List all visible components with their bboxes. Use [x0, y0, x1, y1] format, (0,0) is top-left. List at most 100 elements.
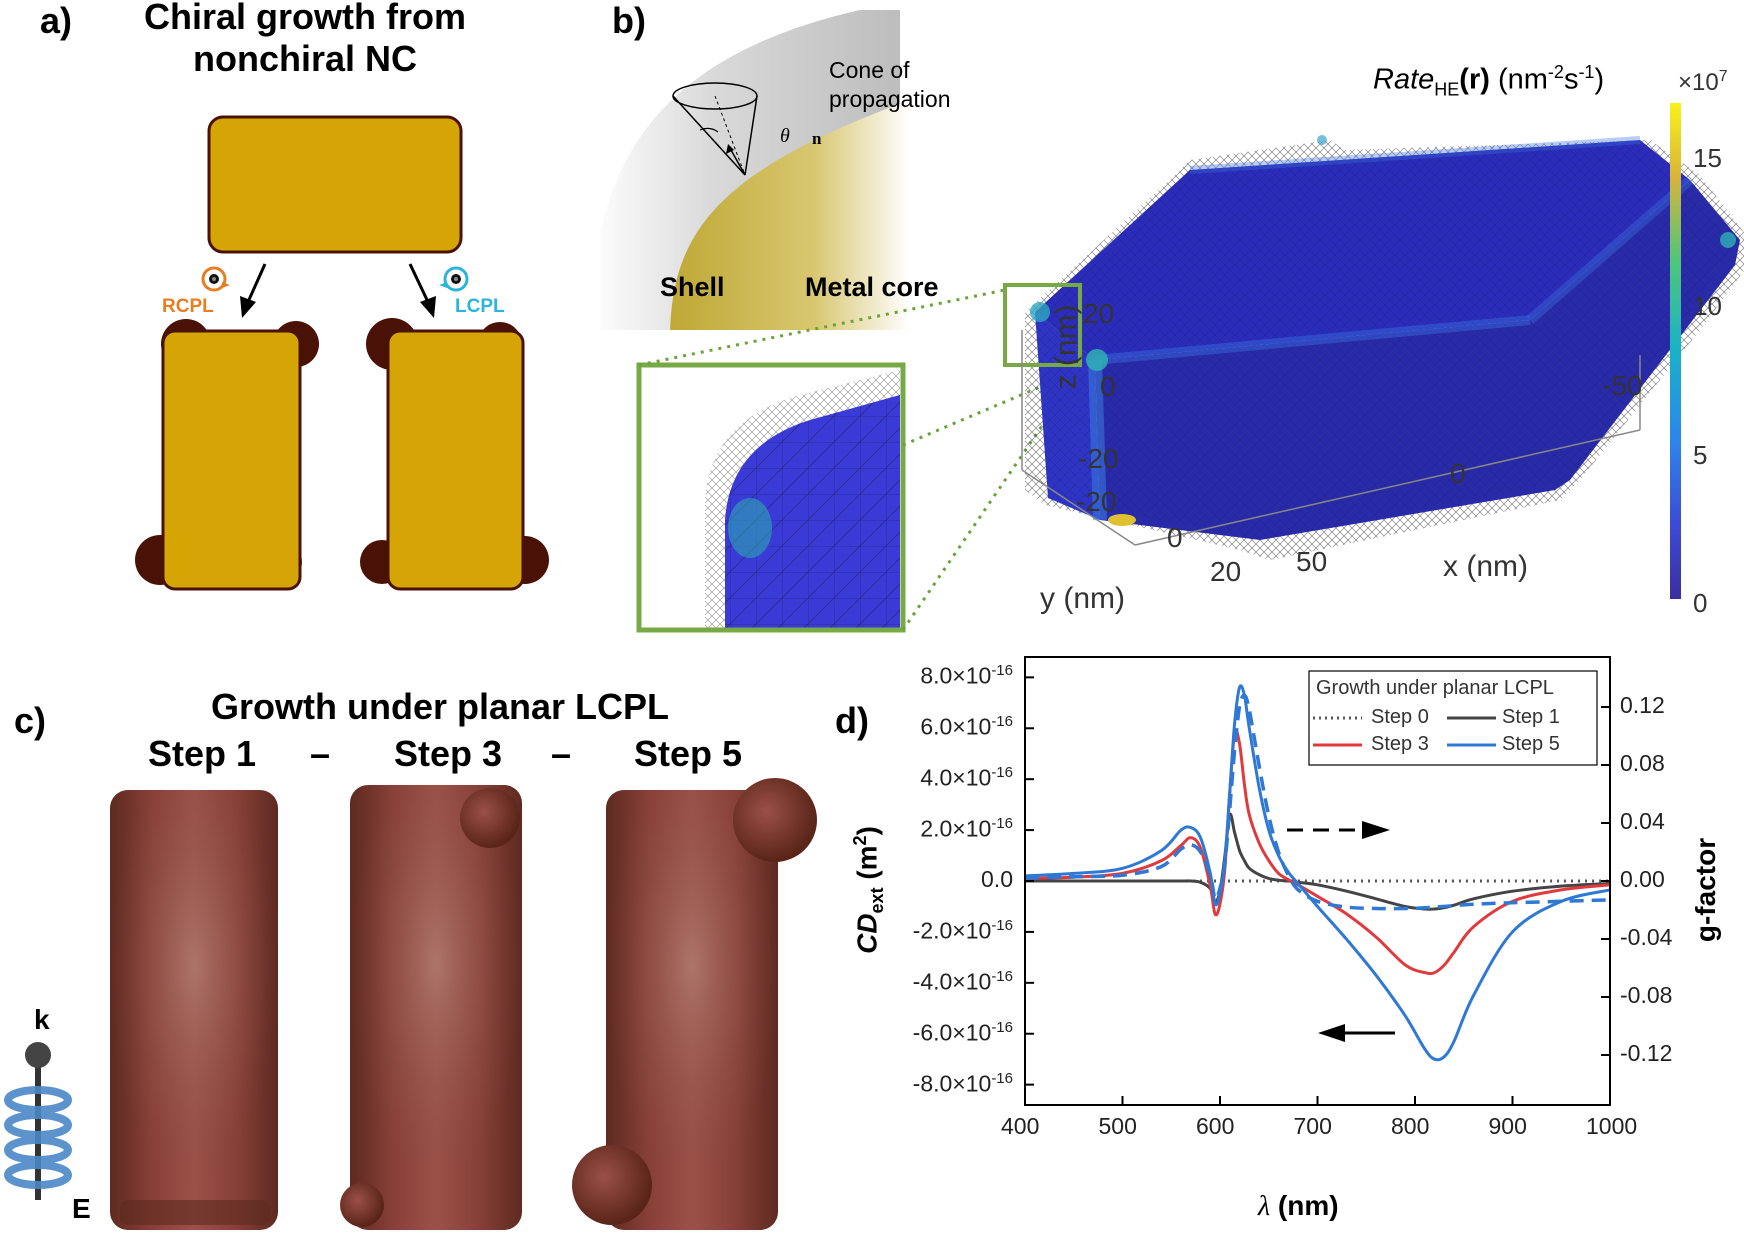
y-tick-neg20: -20: [1076, 486, 1117, 517]
x-axis-title: λ (nm): [1258, 1190, 1339, 1222]
rcpl-icon: [201, 266, 230, 292]
z-tick-0: 0: [1100, 371, 1116, 402]
colorbar-tick-10: 10: [1693, 291, 1722, 321]
series-line-g-factor-step-5-: [1024, 693, 1611, 911]
panel-c-rods: [4, 778, 817, 1230]
panel-a-label: a): [40, 0, 73, 41]
y2-tick-label: 0.00: [1620, 866, 1665, 892]
x-tick-label: 1000: [1586, 1113, 1638, 1139]
lcpl-icon: [439, 266, 469, 292]
normal-vector-label: n: [812, 129, 822, 148]
panel-c-label: c): [14, 700, 47, 741]
panel-a-diagram: [135, 115, 549, 591]
shell-label: Shell: [660, 272, 725, 302]
step3-label: Step 3: [393, 733, 503, 774]
y-tick-label: 2.0×10-16: [920, 815, 1013, 842]
panel-d-label: d): [835, 700, 869, 741]
y-tick-label: 8.0×10-16: [920, 662, 1013, 690]
colorbar-close: ): [1594, 63, 1605, 96]
z-tick-neg20: -20: [1078, 443, 1119, 474]
x-tick-0: 0: [1450, 458, 1466, 489]
rcpl-grown-rod: [135, 319, 319, 591]
panel-a-title-line2: nonchiral NC: [192, 38, 417, 79]
panel-b-figure: [600, 10, 1744, 633]
cone-label: Cone of propagation: [829, 56, 951, 114]
theta-symbol: θ: [780, 125, 790, 147]
colorbar-exp2: -1: [1578, 62, 1595, 82]
y-axis-label: y (nm): [1040, 582, 1125, 615]
x-tick-label: 400: [1001, 1113, 1040, 1139]
step-dash-1: –: [309, 733, 331, 774]
colorbar-tick-15: 15: [1693, 143, 1722, 173]
rod-step-5: [572, 778, 817, 1230]
colorbar-unit: s: [1563, 63, 1579, 96]
zoom-inset: [636, 362, 906, 633]
legend-step0: Step 0: [1371, 706, 1429, 728]
x-tick-label: 700: [1293, 1113, 1332, 1139]
legend: [1308, 670, 1598, 766]
metal-core-label: Metal core: [805, 272, 939, 302]
y2-tick-label: 0.08: [1620, 750, 1665, 776]
y2-tick-label: -0.04: [1620, 923, 1673, 950]
colorbar-exp: -2: [1547, 62, 1564, 82]
legend-step3: Step 3: [1371, 733, 1429, 755]
series-line-step-5: [1024, 684, 1611, 1062]
y-tick-label: -2.0×10-16: [912, 916, 1013, 944]
lcpl-label: LCPL: [455, 296, 505, 317]
x-axis-label: x (nm): [1443, 550, 1528, 583]
k-vector-label: k: [34, 1004, 50, 1035]
y2-tick-label: 0.12: [1620, 692, 1665, 719]
cone-label-line2: propagation: [829, 86, 951, 112]
e-field-label: E: [72, 1193, 91, 1224]
hot-electron-rate-map: [1025, 135, 1744, 560]
y-tick-label: -6.0×10-16: [912, 1018, 1013, 1046]
y-tick-label: 0.0: [981, 866, 1013, 892]
x-tick-neg50: -50: [1602, 370, 1643, 401]
step5-label: Step 5: [633, 733, 743, 774]
rcpl-arrow: [240, 263, 267, 318]
y-tick-label: 4.0×10-16: [920, 764, 1013, 791]
z-tick-20: 20: [1083, 298, 1115, 329]
legend-title: Growth under planar LCPL: [1316, 677, 1554, 699]
step1-label: Step 1: [147, 733, 257, 774]
colorbar-scale-exp: 7: [1718, 68, 1728, 85]
rod-step-1: [110, 790, 278, 1230]
y2-tick-label: -0.12: [1620, 1039, 1673, 1066]
rod-step-3: [340, 785, 522, 1230]
colorbar: [1670, 103, 1681, 599]
y-tick-0: 0: [1167, 522, 1183, 553]
x-tick-label: 500: [1098, 1113, 1137, 1139]
cone-label-line1: Cone of: [829, 57, 910, 83]
zoom-region-box: [1003, 283, 1082, 367]
panel-c-title: Growth under planar LCPL: [210, 686, 669, 727]
step-dash-2: –: [550, 733, 572, 774]
y2-axis-title: g-factor: [1690, 837, 1721, 943]
y-tick-label: -8.0×10-16: [912, 1069, 1013, 1097]
arrow-to-cd-axis: [1318, 1024, 1395, 1042]
colorbar-tick-5: 5: [1693, 440, 1708, 470]
x-tick-50: 50: [1296, 546, 1328, 577]
colorbar-title-rate: Rate: [1373, 63, 1435, 96]
panel-a-title: Chiral growth from nonchiral NC: [140, 0, 470, 80]
nonchiral-nanocrystal: [207, 115, 463, 254]
rcpl-label: RCPL: [162, 296, 214, 317]
colorbar-scale: ×107: [1678, 68, 1728, 97]
helix-polarization-icon: [4, 1042, 72, 1200]
cone-of-propagation: [672, 82, 758, 176]
y-tick-20: 20: [1210, 556, 1242, 587]
y-tick-label: 6.0×10-16: [920, 713, 1013, 740]
legend-step5: Step 5: [1502, 733, 1560, 755]
3d-axes: [1021, 330, 1641, 546]
y2-tick-label: 0.04: [1620, 808, 1665, 834]
x-tick-label: 600: [1196, 1113, 1235, 1139]
plot-frame: [1024, 656, 1611, 1106]
colorbar-scale-base: ×10: [1678, 69, 1719, 96]
series-line-step-3: [1024, 728, 1611, 976]
colorbar-title-sub: HE: [1434, 79, 1460, 100]
panel-a-title-line1: Chiral growth from: [144, 0, 466, 37]
y2-tick-label: -0.08: [1620, 981, 1673, 1008]
x-tick-label: 800: [1391, 1113, 1430, 1139]
lcpl-grown-rod: [360, 318, 549, 591]
panel-b-label: b): [612, 0, 646, 41]
